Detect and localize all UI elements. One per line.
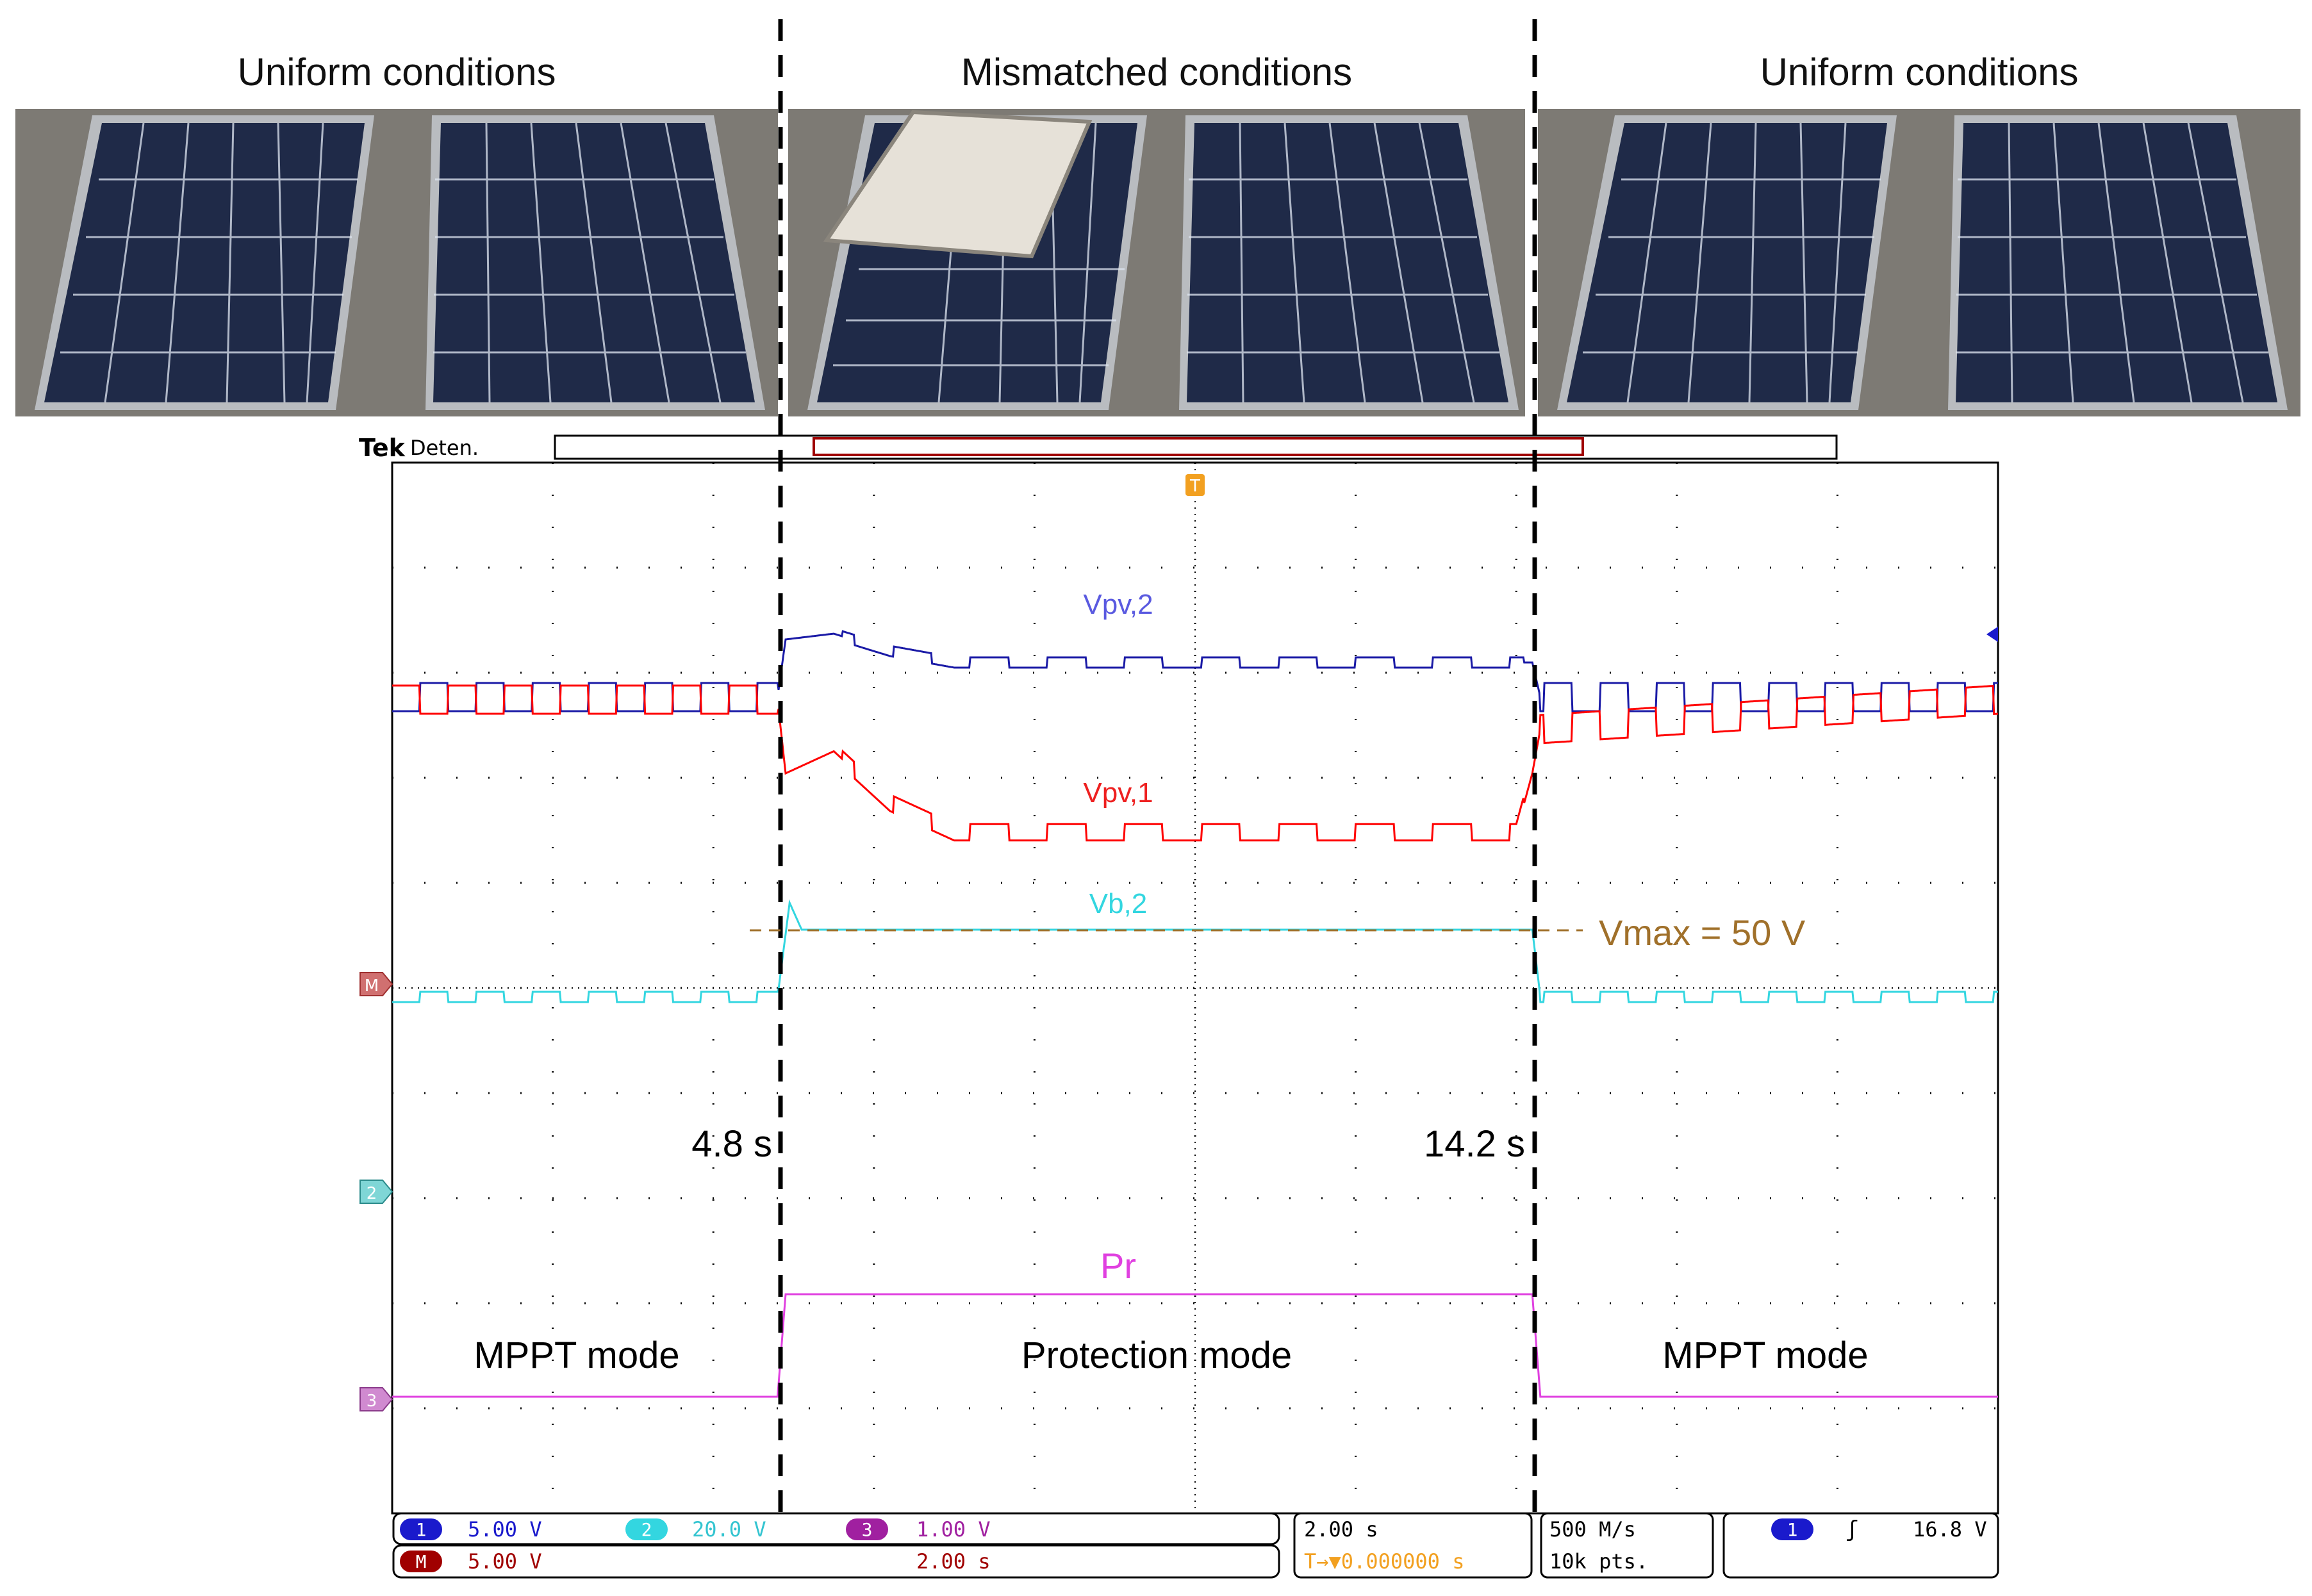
section-title-uniform-right: Uniform conditions [1760,51,2079,94]
mode-label-left: MPPT mode [474,1335,679,1376]
ch2-marker[interactable]: 2 [359,1180,393,1204]
status-bar: 1 5.00 V 2 20.0 V 3 1.00 V M 5.00 V 2.00… [392,1512,1999,1579]
math-badge-label: M [416,1551,427,1572]
series-label-vb2: Vb,2 [1089,888,1148,919]
trigger-box[interactable] [1722,1512,1999,1579]
math-time: 2.00 s [916,1549,991,1574]
trigger-level: 16.8 V [1913,1517,1987,1542]
event-time-label-2: 14.2 s [1424,1123,1525,1165]
shading-plate [823,110,1093,259]
trigger-slope-icon: ʃ [1845,1517,1858,1542]
trigger-delay: T→▼0.000000 s [1304,1549,1464,1574]
event-time-label-1: 4.8 s [691,1123,772,1165]
series-label-vpv2: Vpv,2 [1083,589,1153,620]
mode-label-right: MPPT mode [1662,1335,1868,1376]
record-length: 10k pts. [1549,1549,1648,1574]
record-view-window[interactable] [813,437,1584,456]
math-channel-marker[interactable]: M [359,972,393,996]
series-label-pr: Pr [1100,1246,1136,1286]
timebase-box[interactable] [1293,1512,1533,1579]
solar-panels-image [15,109,778,416]
mode-label-center: Protection mode [1021,1335,1292,1376]
trace-vpv-1 [392,684,1999,842]
ch1-badge-label: 1 [416,1519,427,1540]
svg-text:2: 2 [367,1184,377,1203]
photo-uniform-left [15,109,778,416]
ch3-marker[interactable]: 3 [359,1387,393,1411]
trigger-source-label: 1 [1787,1519,1798,1540]
sample-rate: 500 M/s [1549,1517,1636,1542]
record-bar [554,434,1838,460]
vmax-label: Vmax = 50 V [1599,912,1806,953]
math-scale: 5.00 V [468,1549,542,1574]
trace-vpv-2 [392,630,1998,712]
scope-state-label: Deten. [410,436,479,460]
ch3-badge-label: 3 [862,1519,873,1540]
series-label-vpv1: Vpv,1 [1083,777,1153,809]
ch1-scale: 5.00 V [468,1517,542,1542]
photo-mismatched [788,109,1525,416]
trace-pr [392,1293,1998,1398]
trigger-marker-label: T [1189,477,1200,496]
tek-brand-label: Tek [359,434,406,462]
ch3-scale: 1.00 V [916,1517,991,1542]
ch1-level-marker[interactable] [1986,627,1998,642]
svg-text:3: 3 [367,1392,377,1411]
ch1-badge[interactable] [400,1518,442,1540]
solar-panels-image [1538,109,2300,416]
channel-readout-box[interactable] [392,1512,1280,1545]
solar-panels-shaded-image [788,109,1525,416]
photo-uniform-right [1538,109,2300,416]
ch3-badge[interactable] [846,1518,888,1540]
trigger-marker[interactable] [1185,474,1205,496]
timebase-value: 2.00 s [1304,1517,1378,1542]
ch2-scale: 20.0 V [692,1517,766,1542]
trigger-source-badge[interactable] [1771,1518,1813,1540]
section-title-mismatched: Mismatched conditions [961,51,1353,94]
ch2-badge-label: 2 [641,1519,652,1540]
math-readout-box[interactable] [392,1544,1280,1579]
svg-text:M: M [365,976,379,996]
ch2-badge[interactable] [625,1518,668,1540]
section-title-uniform-left: Uniform conditions [237,51,556,94]
math-badge[interactable] [400,1551,442,1572]
acquisition-box[interactable] [1540,1512,1714,1579]
